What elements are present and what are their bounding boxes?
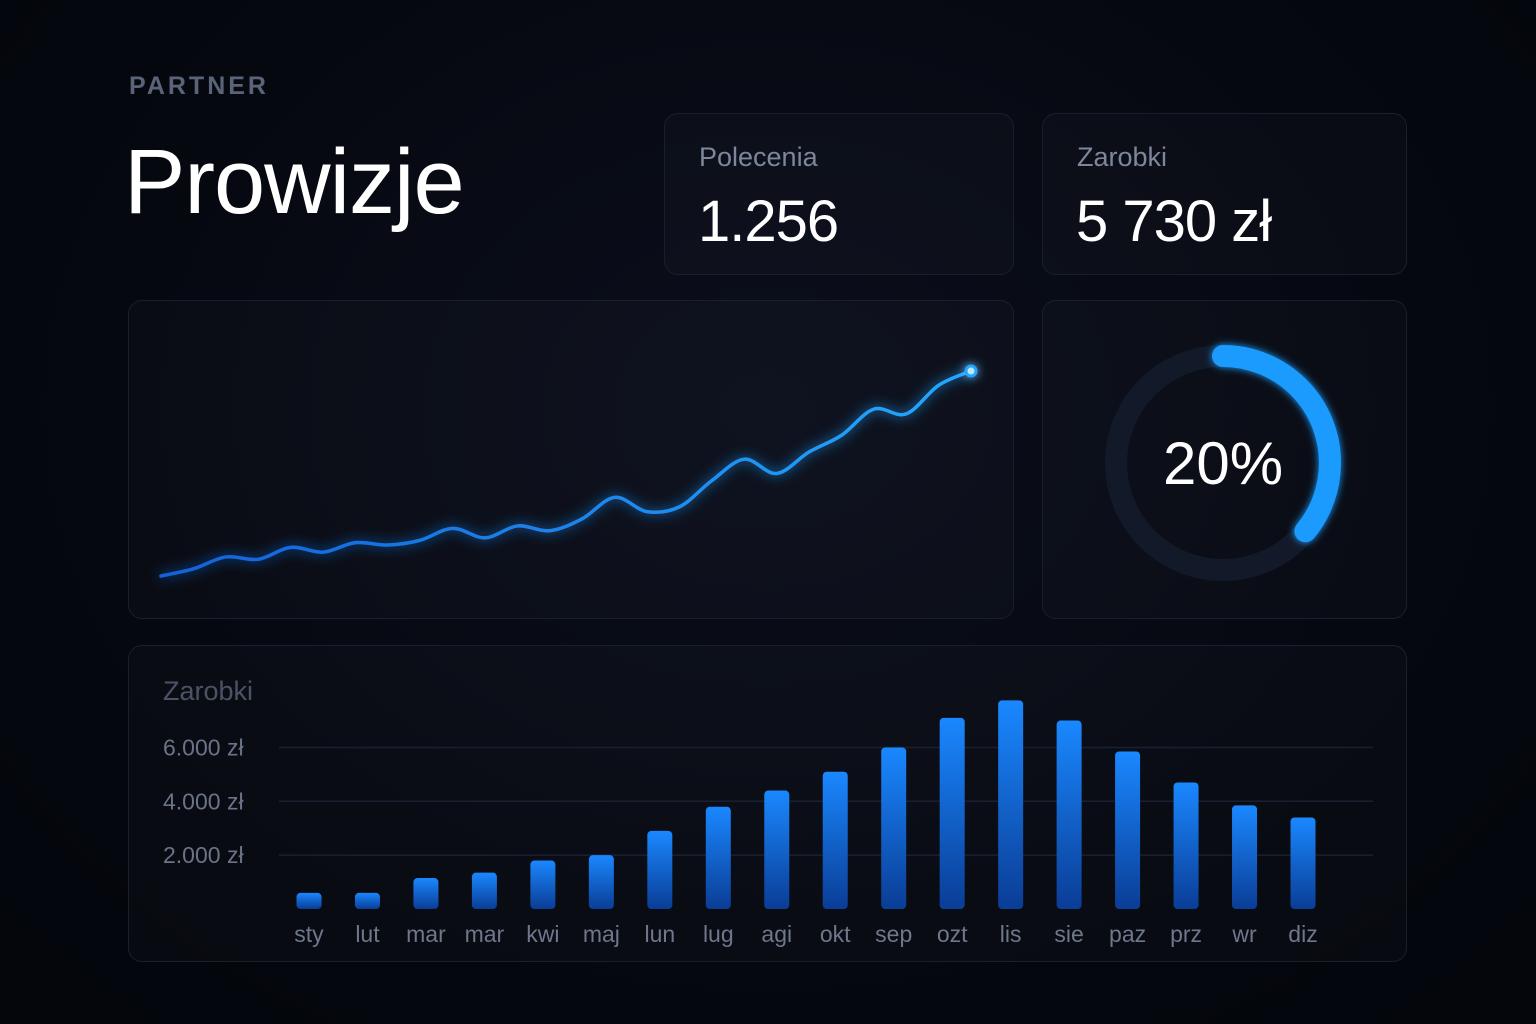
earnings-card: Zarobki 5 730 zł: [1042, 113, 1407, 275]
bar-maj-5: [588, 855, 614, 909]
x-tick-label: sep: [875, 921, 912, 947]
x-tick-label: sie: [1054, 921, 1083, 947]
trend-end-point: [964, 364, 978, 378]
x-tick-label: lut: [355, 921, 380, 947]
earnings-bar-chart: 2.000 zł4.000 zł6.000 zł sty lut mar mar kwi…: [163, 700, 1373, 947]
bar-wr-16: [1232, 805, 1258, 909]
trend-line: [159, 369, 973, 578]
bar-sty-0: [296, 892, 322, 909]
x-tick-label: lis: [1000, 921, 1022, 947]
x-tick-label: wr: [1231, 921, 1257, 947]
progress-percent: 20%: [1163, 430, 1283, 497]
bar-mar-2: [413, 878, 439, 909]
referrals-card: Polecenia 1.256: [664, 113, 1014, 275]
x-tick-label: mar: [465, 921, 505, 947]
bar-prz-15: [1173, 782, 1199, 909]
page-title: Prowizje: [124, 131, 465, 233]
x-tick-label: lun: [644, 921, 675, 947]
bar-sie-13: [1056, 720, 1082, 909]
y-tick-label: 2.000 zł: [163, 842, 244, 868]
bar-paz-14: [1115, 751, 1141, 909]
eyebrow-label: PARTNER: [129, 72, 269, 100]
progress-ring: 20%: [1105, 345, 1341, 581]
x-tick-label: maj: [583, 921, 620, 947]
bar-sep-10: [881, 747, 907, 909]
bar-ozt-11: [939, 717, 965, 909]
x-tick-label: okt: [820, 921, 851, 947]
x-tick-label: prz: [1170, 921, 1202, 947]
y-tick-label: 6.000 zł: [163, 734, 244, 760]
bar-kwi-4: [530, 860, 556, 909]
bar-diz-17: [1290, 817, 1316, 909]
x-tick-label: sty: [294, 921, 324, 947]
x-tick-label: kwi: [526, 921, 559, 947]
bar-mar-3: [471, 872, 497, 909]
x-tick-label: paz: [1109, 921, 1146, 947]
earnings-label: Zarobki: [1077, 142, 1168, 172]
x-tick-label: ozt: [937, 921, 968, 947]
progress-card: 20%: [1042, 300, 1407, 619]
trend-chart-card: [128, 300, 1014, 619]
bar-lun-6: [647, 830, 673, 909]
earnings-bar-card: Zarobki 2.000 zł 4.000 zł 6.000 zł sty lut m…: [128, 645, 1407, 962]
bar-lut-1: [354, 892, 380, 909]
trend-chart: [159, 364, 978, 578]
earnings-value: 5 730 zł: [1076, 189, 1272, 254]
progress-ring-arc: [1105, 345, 1341, 581]
x-tick-label: lug: [703, 921, 734, 947]
y-tick-label: 4.000 zł: [163, 788, 244, 814]
referrals-label: Polecenia: [699, 142, 818, 172]
bar-lug-7: [705, 806, 731, 909]
x-tick-label: agi: [761, 921, 792, 947]
bar-lis-12: [998, 700, 1024, 909]
bar-okt-9: [822, 771, 848, 909]
bar-chart-title: Zarobki: [163, 676, 254, 706]
x-tick-label: mar: [406, 921, 446, 947]
bar-agi-8: [764, 790, 790, 909]
x-tick-label: diz: [1288, 921, 1317, 947]
referrals-value: 1.256: [698, 189, 839, 254]
